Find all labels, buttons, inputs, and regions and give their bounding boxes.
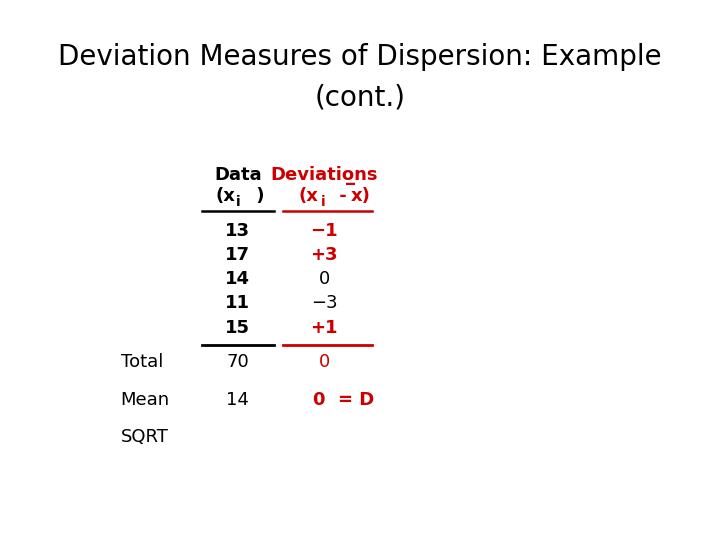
Text: −3: −3 xyxy=(311,294,338,313)
Text: SQRT: SQRT xyxy=(121,428,168,446)
Text: i: i xyxy=(236,195,240,210)
Text: 0  = D: 0 = D xyxy=(313,390,374,409)
Text: Deviations: Deviations xyxy=(271,166,378,184)
Text: (x: (x xyxy=(215,187,235,205)
Text: ): ) xyxy=(250,187,265,205)
Text: Data: Data xyxy=(214,166,261,184)
Text: −1: −1 xyxy=(310,222,338,240)
Text: (x: (x xyxy=(299,187,319,205)
Text: Deviation Measures of Dispersion: Example: Deviation Measures of Dispersion: Exampl… xyxy=(58,43,662,71)
Text: 11: 11 xyxy=(225,294,251,313)
Text: 14: 14 xyxy=(225,271,251,288)
Text: -: - xyxy=(333,187,346,205)
Text: 17: 17 xyxy=(225,246,251,264)
Text: 0: 0 xyxy=(319,271,330,288)
Text: (cont.): (cont.) xyxy=(315,84,405,112)
Text: 13: 13 xyxy=(225,222,251,240)
Text: 70: 70 xyxy=(227,353,249,371)
Text: x): x) xyxy=(351,187,371,205)
Text: 15: 15 xyxy=(225,319,251,336)
Text: +1: +1 xyxy=(310,319,338,336)
Text: +3: +3 xyxy=(310,246,338,264)
Text: 14: 14 xyxy=(226,390,249,409)
Text: 0: 0 xyxy=(319,353,330,371)
Text: Mean: Mean xyxy=(121,390,170,409)
Text: Total: Total xyxy=(121,353,163,371)
Text: i: i xyxy=(320,195,325,210)
